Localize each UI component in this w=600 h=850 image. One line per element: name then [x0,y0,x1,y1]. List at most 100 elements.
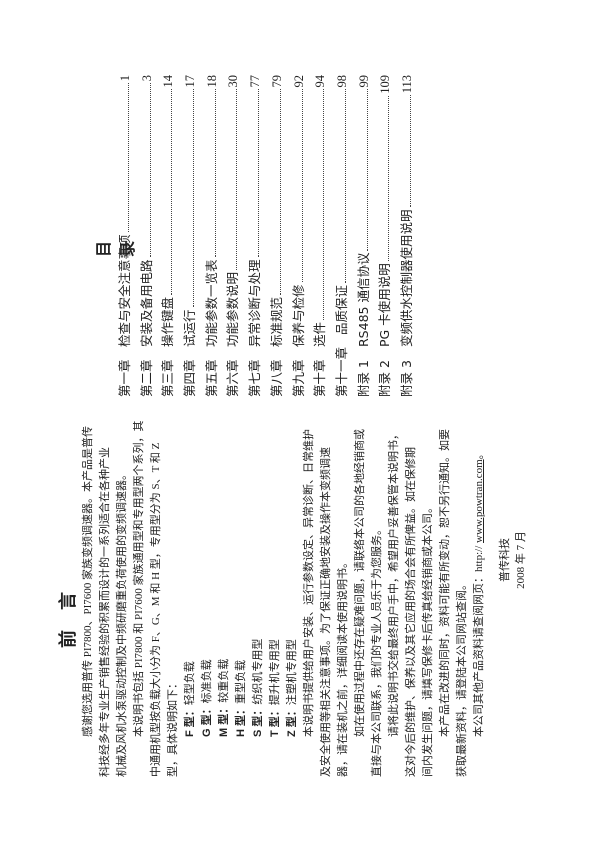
type-description: 注塑机专用型 [286,639,298,706]
foreword-body: 感谢您选用普传 PI7800、PI7600 家族变频调速器。本产品是普传 科技经多… [81,420,489,777]
type-label: Z 型： [286,705,298,737]
dot-leader [193,89,195,308]
toc-entry-title: 功能参数说明 [225,271,241,347]
paragraph-line: 中通用机型按负载大小分为 F、G、M 和 H 型，专用型分为 S、T 和 Z [150,442,162,777]
type-description: 重型负载 [235,660,247,704]
toc-page-number: 30 [226,75,241,88]
website-line: 本公司其他产品资料请查阅网页：http:// www.powtran.com。 [472,448,489,777]
paragraph-line: 直接与本公司联系，我们的专业人员乐于为您服务。 [371,524,383,777]
toc-entry-title: 安装及备用电路 [138,259,154,347]
toc-entry[interactable]: 第八章 标准规范 79 [269,75,291,397]
paragraph-line: 如在使用过程中还存在疑难问题，请联络本公司的各地经销商或 [354,429,366,737]
toc-entry-title: 标准规范 [268,296,284,347]
dot-leader [388,95,390,262]
website-prefix: 本公司其他产品资料请查阅网页：http:// [473,542,485,737]
type-label: F 型： [184,705,196,737]
toc-chapter-label: 第七章 [247,359,263,397]
toc-page-number: 109 [378,75,393,94]
toc-chapter-label: 附录 2 [377,360,393,397]
type-label: G 型： [201,703,213,737]
paragraph-line: 获取最新资料，请登陆本公司网站查阅。 [456,579,468,777]
paragraph-line: 科技经多年专业生产销售经验的积累而设计的一系列适合在各种产业 [99,447,111,777]
dot-leader [258,89,260,258]
dot-leader [128,83,129,233]
toc-entry-title: 品质保证 [333,284,349,335]
type-description: 提升机专用型 [269,639,281,706]
dot-leader [279,89,281,295]
toc-entry[interactable]: 第七章 异常诊断与处理 77 [247,75,269,397]
paragraph-line: 这对今后的维护、保养以及其它应用的场合会有所俾益。如在保修期 [405,447,417,777]
type-label: H 型： [235,704,247,737]
dot-leader [301,89,303,283]
paragraph-line: 器，请在装机之前，详细阅读本使用说明书。 [337,557,349,777]
toc-entry-title: 操作键盘 [160,296,176,347]
toc-entry[interactable]: 第二章 安装及备用电路 3 [139,75,161,397]
type-description: 纺织机专用型 [252,638,264,705]
signature-company: 普传科技 [499,538,511,582]
toc-page-number: 14 [161,75,176,88]
toc-entry-title: 选件 [312,321,328,347]
toc-entry[interactable]: 第一章 检查与安全注意事项 1 [117,75,139,397]
toc-entry[interactable]: 第四章 试运行 17 [182,75,204,397]
toc-chapter-label: 第八章 [268,359,284,397]
website-suffix: 。 [473,448,485,460]
paragraph-line: 本说明书提供给用户安装、运行参数设定、异常诊断、日常维护 [303,429,315,737]
toc-chapter-label: 附录 1 [355,360,371,397]
paragraph-line: 本产品在改进的同时，资料可能有所变动，恕不另行通知。如要 [439,429,451,737]
toc-page-number: 79 [269,75,284,88]
toc-entry[interactable]: 第五章 功能参数一览表 18 [204,75,226,397]
toc-entry[interactable]: 附录 3 变频供水控制器使用说明 113 [399,75,421,397]
toc-page-number: 77 [248,75,263,88]
type-description: 较重负载 [218,658,230,703]
type-item: Z 型：注塑机专用型 [285,450,302,777]
paragraph-line: 型，具体说明如下： [167,678,179,777]
toc-page-number: 94 [313,75,328,88]
toc-entry-title: 功能参数一览表 [203,259,219,347]
toc-entry[interactable]: 附录 2 PG 卡使用说明 109 [377,75,399,397]
toc-entry-title: 异常诊断与处理 [247,259,263,347]
toc-entry[interactable]: 第十章 选件 94 [312,75,334,397]
website-link[interactable]: www.powtran.com [473,459,485,543]
toc-entry-title: RS485 通信协议 [355,252,371,347]
toc-entry[interactable]: 第六章 功能参数说明 30 [225,75,247,397]
toc-page-number: 3 [139,75,154,82]
toc-chapter-label: 第二章 [138,359,154,397]
type-item: H 型：重型负载 [234,450,251,777]
toc-page-number: 17 [183,75,198,88]
dot-leader [409,95,411,208]
dot-leader [149,83,151,258]
signature-date: 2008 年 7 月 [515,531,527,589]
foreword-title: 前言 [58,572,79,648]
toc-page-number: 113 [399,75,414,94]
type-item: G 型：标准负载 [200,450,217,777]
toc-entry[interactable]: 附录 1 RS485 通信协议 99 [356,75,378,397]
toc-page-number: 1 [118,75,132,82]
toc-entry-title: PG 卡使用说明 [377,263,393,347]
toc-page-number: 18 [204,75,219,88]
toc-page-number: 92 [291,75,306,88]
paragraph-line: 机械及风机水泵驱动控制及中频研磨重负荷使用的变频调速器。 [116,469,128,777]
toc-page-number: 99 [356,75,371,88]
paragraph-line: 及安全使用等相关注意事项。为了保证正确地安装及操作本变频调速 [320,447,332,777]
toc-entry-title: 变频供水控制器使用说明 [398,209,414,347]
toc-chapter-label: 第六章 [225,359,241,397]
toc-chapter-label: 第一章 [117,359,132,397]
dot-leader [366,89,368,251]
dot-leader [214,89,216,258]
toc-chapter-label: 附录 3 [398,360,414,397]
toc-entry-title: 试运行 [182,309,198,347]
type-label: T 型： [269,705,281,737]
dot-leader [171,89,173,295]
type-item: S 型：纺织机专用型 [251,450,268,777]
paragraph-line: 感谢您选用普传 PI7800、PI7600 家族变频调速器。本产品是普传 [82,425,94,737]
type-label: S 型： [252,704,264,737]
toc-page-number: 98 [334,75,349,88]
toc-entry[interactable]: 第九章 保养与检修 92 [291,75,313,397]
toc-chapter-label: 第三章 [160,359,176,397]
dot-leader [323,89,325,320]
dot-leader [236,89,238,270]
type-item: M 型：较重负载 [217,450,234,777]
toc-entry[interactable]: 第三章 操作键盘 14 [160,75,182,397]
toc-entry[interactable]: 第十一章 品质保证 98 [334,75,356,397]
